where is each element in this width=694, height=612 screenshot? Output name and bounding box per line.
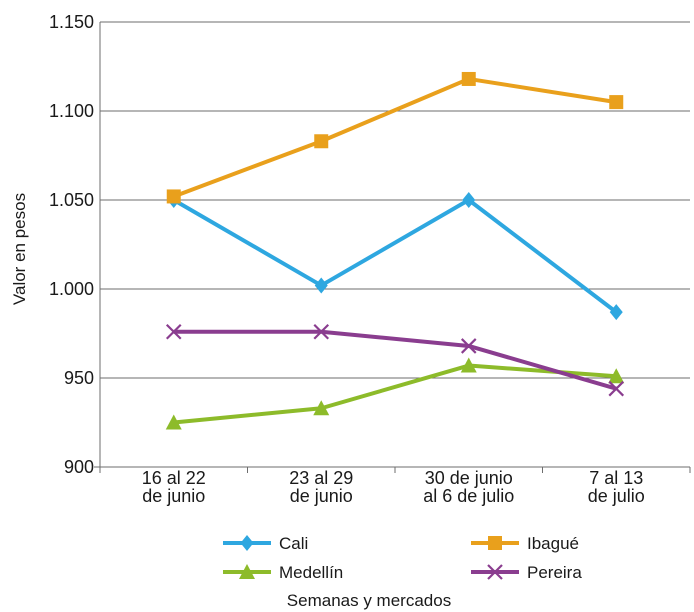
data-point-square <box>166 189 181 204</box>
x-tick-label-line: de junio <box>142 486 205 506</box>
legend-item-medellín: Medellín <box>223 563 343 582</box>
x-tick-label-line: de junio <box>290 486 353 506</box>
legend: Cali Ibagué Medellín Pereira <box>223 534 582 582</box>
data-point-x <box>313 323 330 340</box>
series-line <box>173 329 617 391</box>
data-point-diamond <box>314 277 328 294</box>
x-tick-label-line: al 6 de julio <box>423 486 514 506</box>
data-point-triangle <box>313 400 330 416</box>
data-point-x-stroke <box>487 564 503 580</box>
data-point-diamond <box>462 192 476 208</box>
data-point-square <box>609 95 624 110</box>
data-point-x <box>487 564 503 580</box>
legend-item-cali: Cali <box>223 534 308 553</box>
data-point-triangle <box>608 368 625 384</box>
y-tick-label: 1.150 <box>49 12 94 32</box>
x-tick-label-line: 23 al 29 <box>289 468 353 488</box>
legend-label: Pereira <box>527 563 582 582</box>
y-tick-label: 1.100 <box>49 101 94 121</box>
y-tick-label: 950 <box>64 368 94 388</box>
y-tick-label: 1.000 <box>49 279 94 299</box>
legend-item-pereira: Pereira <box>471 563 582 582</box>
data-point-x <box>608 380 625 397</box>
x-tick-label-line: de julio <box>588 486 645 506</box>
data-point-x-stroke <box>165 323 182 340</box>
data-point-x-stroke <box>608 380 625 397</box>
grid-lines <box>100 21 690 379</box>
legend-label: Cali <box>279 534 308 553</box>
y-axis-ticks: 900 950 1.000 1.050 1.100 1.150 <box>49 12 94 477</box>
x-tick-label: 30 de junio al 6 de julio <box>423 468 514 506</box>
data-point-square <box>488 536 502 550</box>
series-pereira <box>165 323 625 397</box>
x-tick-label: 7 al 13 de julio <box>588 468 645 506</box>
series-medellín <box>165 357 625 430</box>
data-point-square <box>314 134 329 149</box>
x-axis-title: Semanas y mercados <box>287 591 451 610</box>
x-tick-label-line: 30 de junio <box>425 468 513 488</box>
data-point-diamond <box>240 535 254 551</box>
series-ibagué <box>166 71 624 204</box>
y-tick-label: 900 <box>64 457 94 477</box>
data-point-x <box>165 323 182 340</box>
x-tick-label-line: 7 al 13 <box>589 468 643 488</box>
data-point-square <box>461 71 476 86</box>
legend-label: Medellín <box>279 563 343 582</box>
data-point-x-stroke <box>313 323 330 340</box>
x-tick-label: 16 al 22 de junio <box>142 468 206 506</box>
data-point-triangle <box>460 357 477 373</box>
series-line <box>172 198 618 314</box>
data-point-triangle <box>239 564 255 579</box>
legend-item-ibagué: Ibagué <box>471 534 579 553</box>
y-tick-label: 1.050 <box>49 190 94 210</box>
data-point-x <box>460 338 477 354</box>
series-lines <box>165 71 625 430</box>
data-point-triangle <box>165 414 182 430</box>
x-tick-label: 23 al 29 de junio <box>289 468 353 506</box>
data-point-x-stroke <box>460 338 477 354</box>
x-tick-label-line: 16 al 22 <box>142 468 206 488</box>
y-axis-title: Valor en pesos <box>10 193 29 305</box>
legend-label: Ibagué <box>527 534 579 553</box>
series-line <box>173 363 617 425</box>
series-cali <box>167 192 623 321</box>
axes <box>94 22 691 473</box>
data-point-diamond <box>609 304 623 321</box>
series-line <box>173 76 617 199</box>
